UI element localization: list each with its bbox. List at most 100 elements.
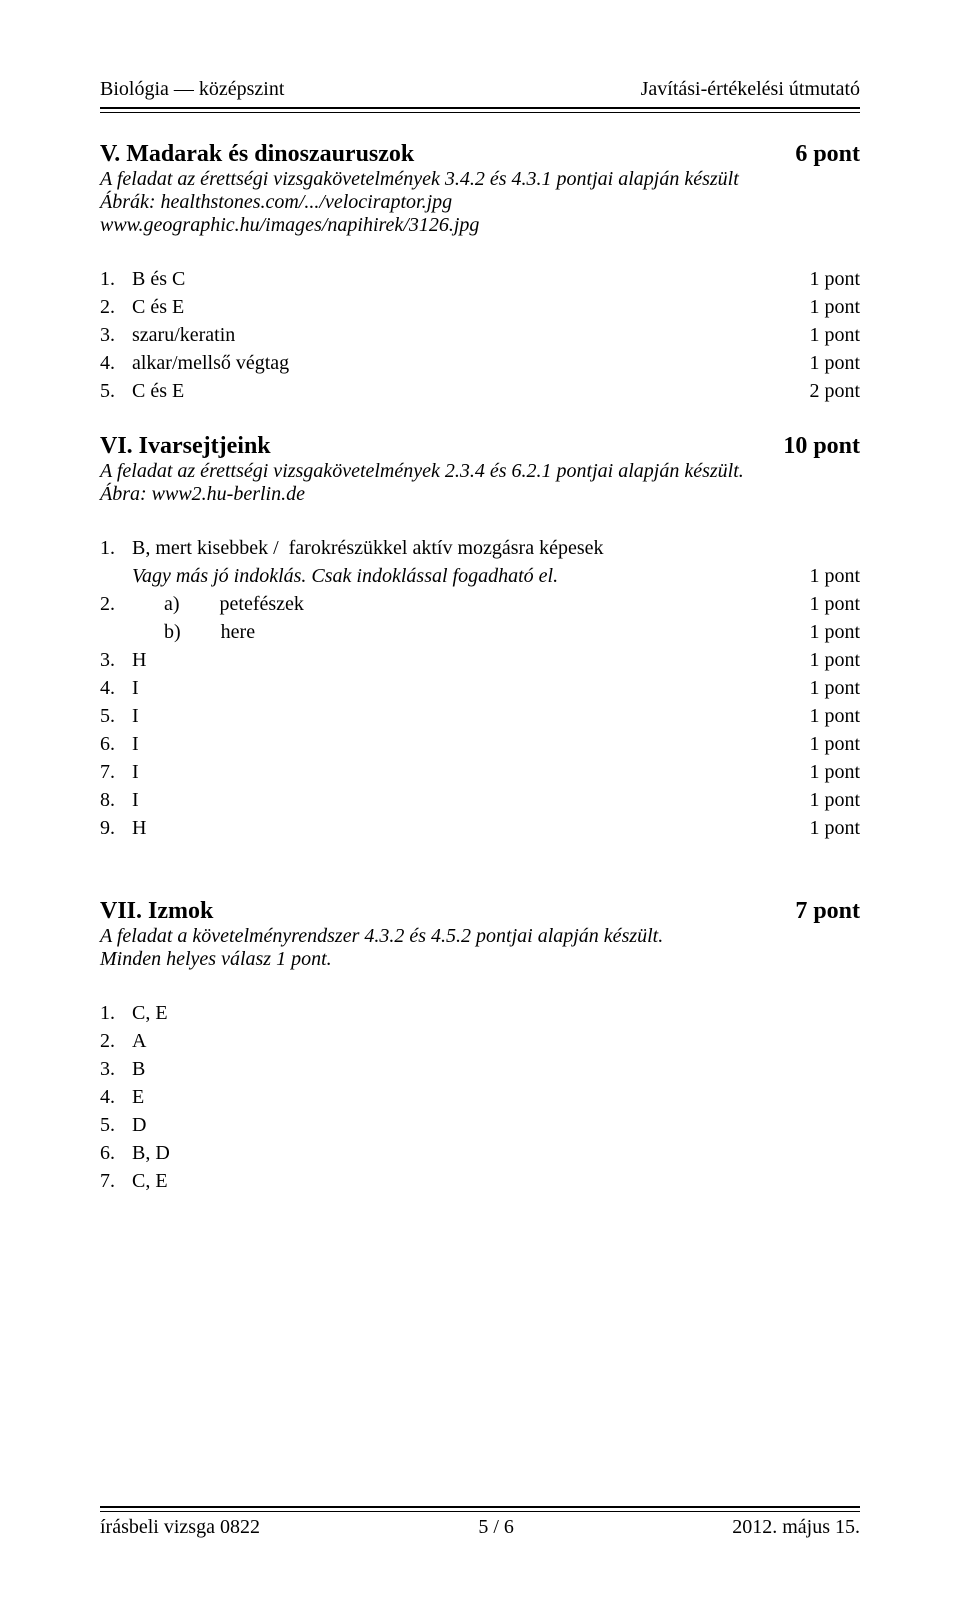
section-vii: VII. Izmok 7 pont A feladat a követelmén… <box>100 898 860 1195</box>
item-points: 1 pont <box>809 590 860 618</box>
list-item: 2. a) petefészek 1 pont <box>100 590 860 618</box>
section-vi-desc1: A feladat az érettségi vizsgakövetelmény… <box>100 460 860 483</box>
list-item: 5.D <box>100 1111 860 1139</box>
item-points: 1 pont <box>809 758 860 786</box>
item-text: b) here <box>132 618 255 646</box>
item-text: C, E <box>132 999 168 1027</box>
header-left: Biológia — középszint <box>100 78 284 101</box>
header-right: Javítási-értékelési útmutató <box>641 78 860 101</box>
item-text: Vagy más jó indoklás. Csak indoklással f… <box>132 562 558 590</box>
item-text: B, mert kisebbek / farokrészükkel aktív … <box>132 534 604 562</box>
item-number: 4. <box>100 1083 132 1111</box>
item-points: 1 pont <box>809 702 860 730</box>
list-item: 4.I 1 pont <box>100 674 860 702</box>
item-number: 3. <box>100 321 132 349</box>
list-item: 4.alkar/mellső végtag 1 pont <box>100 349 860 377</box>
item-number: 8. <box>100 786 132 814</box>
list-item: Vagy más jó indoklás. Csak indoklással f… <box>100 562 860 590</box>
section-vii-desc2: Minden helyes válasz 1 pont. <box>100 948 860 971</box>
footer-left: írásbeli vizsga 0822 <box>100 1516 260 1539</box>
item-points: 1 pont <box>809 321 860 349</box>
item-text: a) petefészek <box>132 590 304 618</box>
section-v-desc2: Ábrák: healthstones.com/.../velociraptor… <box>100 191 860 214</box>
section-vii-title: VII. Izmok <box>100 898 213 925</box>
item-text: E <box>132 1083 144 1111</box>
section-v-desc1: A feladat az érettségi vizsgakövetelmény… <box>100 168 860 191</box>
list-item: 8.I1 pont <box>100 786 860 814</box>
item-number: 2. <box>100 1027 132 1055</box>
list-item: 4.E <box>100 1083 860 1111</box>
item-text: I <box>132 702 139 730</box>
footer-center: 5 / 6 <box>478 1516 514 1539</box>
item-points: 1 pont <box>809 730 860 758</box>
item-number: 7. <box>100 1167 132 1195</box>
list-item: 6.B, D <box>100 1139 860 1167</box>
item-text: I <box>132 674 139 702</box>
item-text: B és C <box>132 265 185 293</box>
item-text: D <box>132 1111 146 1139</box>
footer-rule-1 <box>100 1506 860 1508</box>
section-vii-desc1: A feladat a követelményrendszer 4.3.2 és… <box>100 925 860 948</box>
item-points: 1 pont <box>809 265 860 293</box>
section-vii-points: 7 pont <box>795 898 860 925</box>
section-v: V. Madarak és dinoszauruszok 6 pont A fe… <box>100 141 860 405</box>
item-text: C, E <box>132 1167 168 1195</box>
item-number: 1. <box>100 999 132 1027</box>
section-vi: VI. Ivarsejtjeink 10 pont A feladat az é… <box>100 433 860 842</box>
item-points: 1 pont <box>809 674 860 702</box>
section-vi-points: 10 pont <box>783 433 860 460</box>
item-points: 1 pont <box>809 618 860 646</box>
list-item: 3.szaru/keratin1 pont <box>100 321 860 349</box>
item-text: A <box>132 1027 146 1055</box>
item-number: 4. <box>100 674 132 702</box>
header-rule-2 <box>100 112 860 113</box>
item-text: H <box>132 646 146 674</box>
list-item: 2.A <box>100 1027 860 1055</box>
footer-right: 2012. május 15. <box>732 1516 860 1539</box>
item-number: 9. <box>100 814 132 842</box>
footer-rule-2 <box>100 1511 860 1512</box>
list-item: 3.B <box>100 1055 860 1083</box>
section-vi-desc2: Ábra: www2.hu-berlin.de <box>100 483 860 506</box>
item-number: 3. <box>100 646 132 674</box>
item-points: 1 pont <box>809 562 860 590</box>
section-v-points: 6 pont <box>795 141 860 168</box>
item-number <box>100 562 132 590</box>
item-text: alkar/mellső végtag <box>132 349 289 377</box>
item-number: 6. <box>100 1139 132 1167</box>
section-vi-title: VI. Ivarsejtjeink <box>100 433 271 460</box>
list-item: 5.I 1 pont <box>100 702 860 730</box>
item-number: 4. <box>100 349 132 377</box>
list-item: 1. B, mert kisebbek / farokrészükkel akt… <box>100 534 860 562</box>
section-v-desc3: www.geographic.hu/images/napihirek/3126.… <box>100 214 860 237</box>
item-text: I <box>132 730 139 758</box>
header-rule-1 <box>100 107 860 109</box>
page-footer: írásbeli vizsga 0822 5 / 6 2012. május 1… <box>100 1500 860 1539</box>
list-item: 7.C, E <box>100 1167 860 1195</box>
item-number: 3. <box>100 1055 132 1083</box>
item-number: 6. <box>100 730 132 758</box>
item-number <box>100 618 132 646</box>
list-item: 1.B és C1 pont <box>100 265 860 293</box>
list-item: 7.I1 pont <box>100 758 860 786</box>
item-points: 1 pont <box>809 349 860 377</box>
item-text: B, D <box>132 1139 170 1167</box>
item-points: 1 pont <box>809 293 860 321</box>
list-item: 6.I 1 pont <box>100 730 860 758</box>
item-text: B <box>132 1055 145 1083</box>
item-points: 1 pont <box>809 814 860 842</box>
item-number: 5. <box>100 1111 132 1139</box>
item-number: 5. <box>100 702 132 730</box>
item-text: C és E <box>132 377 184 405</box>
item-number: 2. <box>100 293 132 321</box>
section-v-title: V. Madarak és dinoszauruszok <box>100 141 414 168</box>
item-points: 1 pont <box>809 646 860 674</box>
item-number: 5. <box>100 377 132 405</box>
list-item: 1.C, E <box>100 999 860 1027</box>
item-points: 2 pont <box>809 377 860 405</box>
item-points: 1 pont <box>809 786 860 814</box>
item-number: 2. <box>100 590 132 618</box>
list-item: 9.H 1 pont <box>100 814 860 842</box>
list-item: 3.H 1 pont <box>100 646 860 674</box>
item-text: H <box>132 814 146 842</box>
